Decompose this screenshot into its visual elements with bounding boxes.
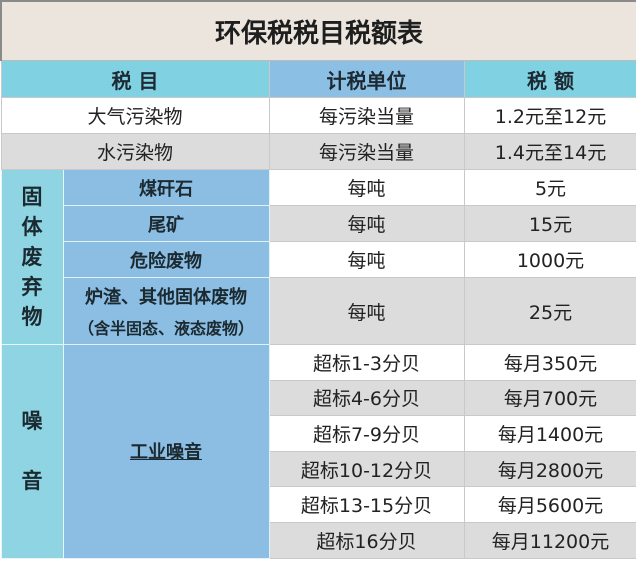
unit-cell: 超标16分贝 (268, 521, 465, 559)
unit-cell: 每吨 (268, 277, 465, 345)
header-unit: 计税单位 (268, 60, 465, 98)
header-amount: 税 额 (463, 60, 636, 98)
table-row: 噪音 工业噪音 超标1-3分贝 每月350元 (0, 344, 636, 559)
header-item: 税 目 (0, 60, 270, 98)
item-note: （含半固态、液态废物） (77, 319, 254, 338)
category-noise: 噪音 (0, 344, 64, 559)
item-cell: 大气污染物 (0, 97, 270, 134)
unit-cell: 每污染当量 (268, 133, 465, 170)
table-row: 超标16分贝 每月11200元 (1, 521, 636, 559)
header-row: 税 目 计税单位 税 额 (0, 60, 636, 98)
amount-cell: 每月350元 (463, 344, 636, 381)
amount-cell: 每月5600元 (463, 486, 636, 523)
amount-cell: 每月1400元 (463, 415, 636, 452)
amount-cell: 每月2800元 (463, 450, 636, 488)
table-row: 超标13-15分贝 每月5600元 (1, 486, 636, 523)
table-title: 环保税税目税额表 (0, 0, 636, 61)
item-label: 工业噪音 (130, 442, 202, 464)
amount-cell: 25元 (463, 277, 636, 345)
table-row: 超标10-12分贝 每月2800元 (1, 450, 636, 488)
amount-cell: 每月700元 (463, 379, 636, 417)
amount-cell: 1.2元至12元 (463, 97, 636, 134)
item-cell: 炉渣、其他固体废物 （含半固态、液态废物） (62, 277, 270, 345)
amount-cell: 5元 (463, 169, 636, 206)
category-label: 噪音 (21, 409, 43, 494)
unit-cell: 超标10-12分贝 (268, 450, 465, 488)
item-cell: 危险废物 (62, 241, 270, 278)
item-cell: 工业噪音 (62, 344, 270, 559)
amount-cell: 1000元 (463, 241, 636, 278)
unit-cell: 超标1-3分贝 (268, 344, 465, 381)
unit-cell: 每污染当量 (268, 97, 465, 134)
category-solid-waste: 固体废弃物 (0, 169, 64, 345)
category-label: 固体废弃物 (21, 185, 43, 329)
table-row: 炉渣、其他固体废物 （含半固态、液态废物） 每吨 25元 (1, 277, 636, 345)
unit-cell: 每吨 (268, 241, 465, 278)
item-cell: 水污染物 (0, 133, 270, 170)
table-row: 超标7-9分贝 每月1400元 (1, 415, 636, 452)
table-row: 尾矿 每吨 15元 (1, 205, 636, 242)
unit-cell: 超标4-6分贝 (268, 379, 465, 417)
unit-cell: 超标13-15分贝 (268, 486, 465, 523)
amount-cell: 每月11200元 (463, 521, 636, 559)
table-row: 固体废弃物 煤矸石 每吨 5元 (0, 169, 636, 345)
unit-cell: 超标7-9分贝 (268, 415, 465, 452)
table-row: 大气污染物 每污染当量 1.2元至12元 (0, 97, 636, 134)
item-cell: 煤矸石 (62, 169, 270, 206)
amount-cell: 1.4元至14元 (463, 133, 636, 170)
unit-cell: 每吨 (268, 169, 465, 206)
item-label: 炉渣、其他固体废物 (85, 287, 247, 308)
item-cell: 尾矿 (62, 205, 270, 242)
unit-cell: 每吨 (268, 205, 465, 242)
amount-cell: 15元 (463, 205, 636, 242)
table-row: 水污染物 每污染当量 1.4元至14元 (0, 133, 636, 170)
table-row: 危险废物 每吨 1000元 (1, 241, 636, 278)
